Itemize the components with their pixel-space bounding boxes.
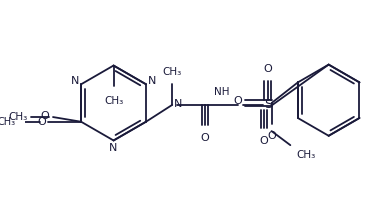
Text: O: O [260,136,268,146]
Text: O: O [201,133,210,143]
Text: N: N [71,76,79,85]
Text: S: S [264,98,272,111]
Text: O: O [38,117,47,127]
Text: CH₃: CH₃ [104,96,123,105]
Text: N: N [109,143,118,153]
Text: CH₃: CH₃ [163,67,182,77]
Text: O: O [40,111,49,121]
Text: N: N [174,99,182,109]
Text: O: O [267,131,276,141]
Text: NH: NH [214,87,229,97]
Text: CH₃: CH₃ [0,117,16,127]
Text: N: N [148,76,157,85]
Text: CH₃: CH₃ [9,112,28,122]
Text: O: O [234,96,242,106]
Text: CH₃: CH₃ [296,150,315,160]
Text: O: O [263,64,272,74]
